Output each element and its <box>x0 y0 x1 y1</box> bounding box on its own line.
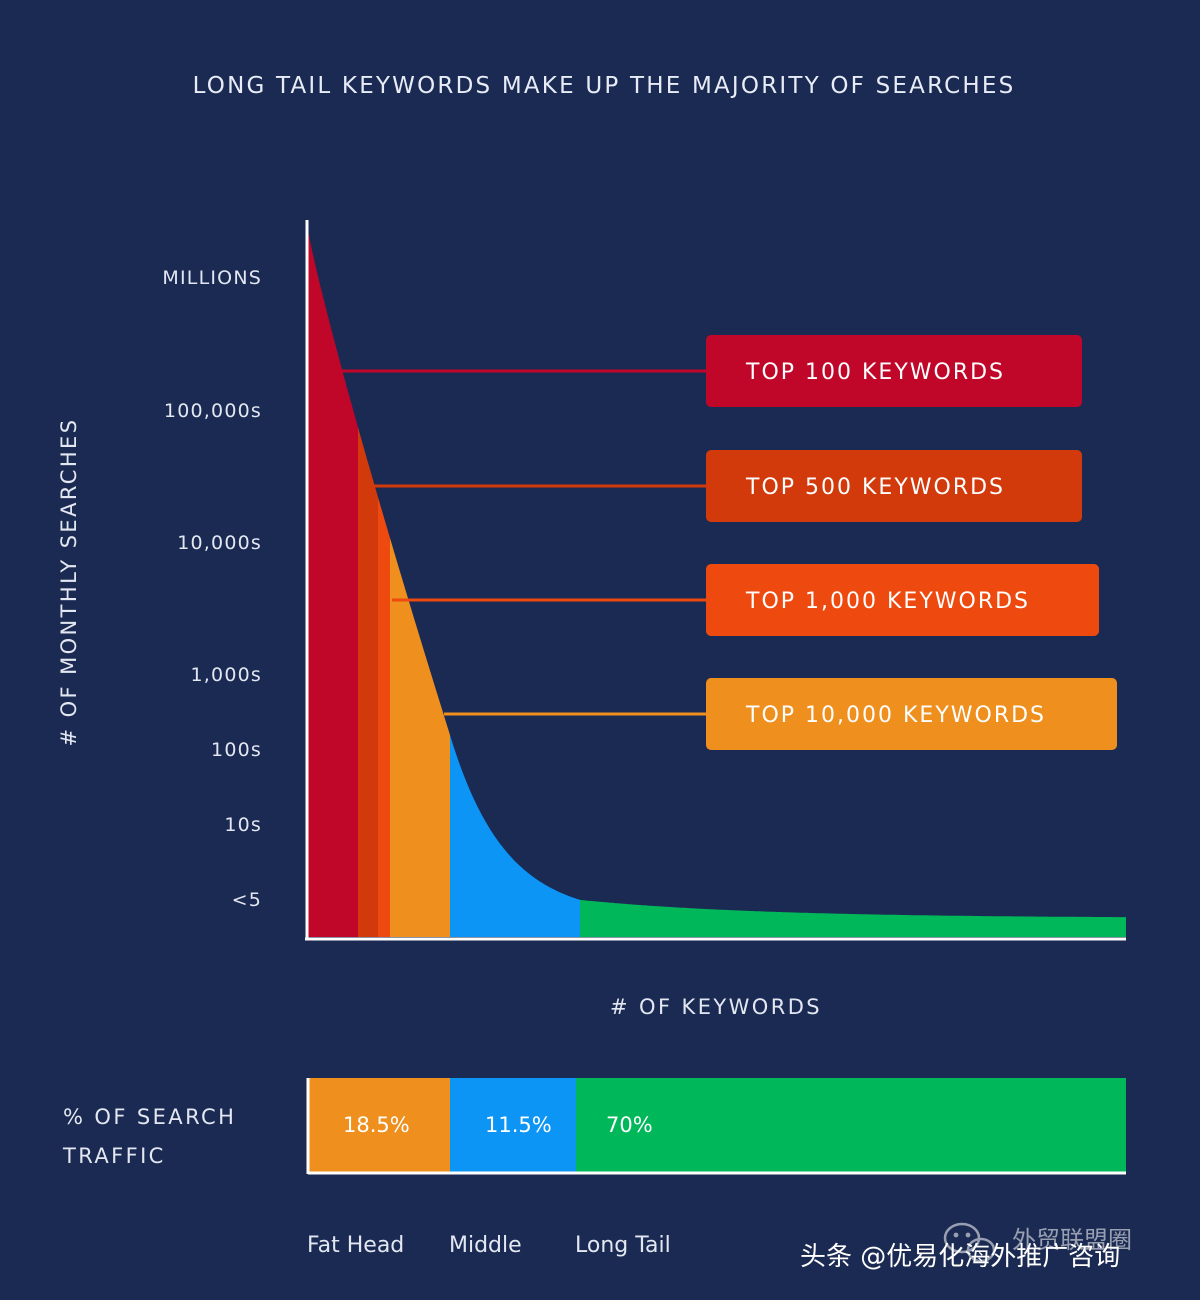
traffic-segment-long-tail <box>576 1078 1126 1172</box>
y-axis-label: # OF MONTHLY SEARCHES <box>57 418 81 747</box>
callout-label: TOP 100 KEYWORDS <box>745 360 1005 385</box>
segment-name-label: Long Tail <box>575 1233 671 1258</box>
callout-label: TOP 1,000 KEYWORDS <box>745 589 1030 614</box>
y-tick-labels: MILLIONS 100,000s 10,000s 1,000s 100s 10s <5 <box>162 267 263 911</box>
callout-label: TOP 500 KEYWORDS <box>745 475 1005 500</box>
callout-box <box>706 450 1082 522</box>
traffic-percent-label: 11.5% <box>485 1113 552 1137</box>
y-tick-label: 1,000s <box>191 664 263 686</box>
traffic-bar: 18.5% Fat Head 11.5% Middle 70% Long Tail <box>306 1078 1126 1258</box>
curve-band-top-10000 <box>390 538 450 937</box>
callout-box <box>706 678 1117 750</box>
y-tick-label: <5 <box>232 889 262 911</box>
watermark-line2: 头条 @优易化海外推广咨询 <box>800 1242 1120 1272</box>
curve-band-top-500 <box>358 427 378 937</box>
y-tick-label: 100,000s <box>164 400 262 422</box>
x-axis-label: # OF KEYWORDS <box>610 995 822 1019</box>
traffic-label-line1: % OF SEARCH <box>63 1105 236 1129</box>
traffic-segment-middle <box>450 1078 576 1172</box>
y-tick-label: 10,000s <box>177 532 262 554</box>
traffic-percent-label: 70% <box>606 1113 653 1137</box>
curve-band-middle <box>450 735 580 937</box>
y-tick-label: 10s <box>224 814 262 836</box>
segment-name-label: Middle <box>449 1233 522 1258</box>
curve-band-top-100 <box>308 230 358 937</box>
watermark-line1: 外贸联盟圈 <box>1012 1226 1132 1254</box>
wechat-icon <box>943 1222 996 1263</box>
segment-name-label: Fat Head <box>307 1233 404 1258</box>
traffic-segment-fat-head <box>308 1078 450 1172</box>
curve-band-long-tail <box>580 899 1126 937</box>
y-tick-label: MILLIONS <box>162 267 262 289</box>
curve-area <box>308 230 1126 937</box>
watermark: 外贸联盟圈 头条 @优易化海外推广咨询 <box>800 1222 1132 1272</box>
callouts: TOP 100 KEYWORDS TOP 500 KEYWORDS TOP 1,00… <box>342 335 1117 750</box>
callout-label: TOP 10,000 KEYWORDS <box>745 703 1046 728</box>
callout-box <box>706 564 1099 636</box>
callout-box <box>706 335 1082 407</box>
curve-band-top-1000 <box>378 497 390 937</box>
y-tick-label: 100s <box>211 739 262 761</box>
traffic-label-line2: TRAFFIC <box>62 1144 166 1168</box>
chart-title: LONG TAIL KEYWORDS MAKE UP THE MAJORITY … <box>193 73 1016 99</box>
traffic-percent-label: 18.5% <box>343 1113 410 1137</box>
